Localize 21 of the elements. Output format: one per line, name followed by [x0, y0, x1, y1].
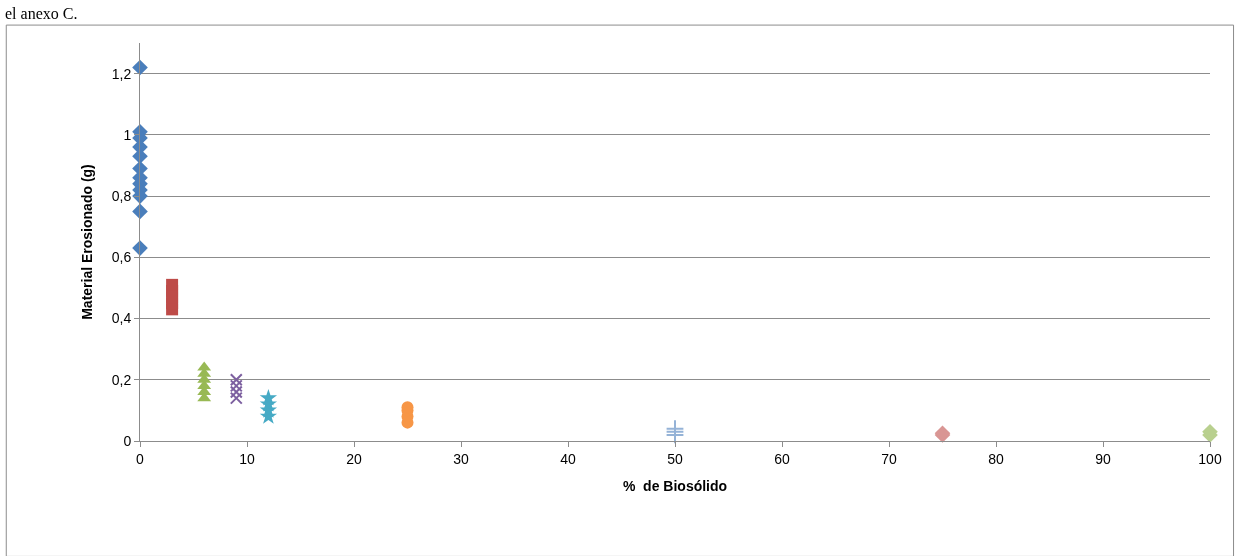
x-tick-label: 30	[453, 450, 469, 467]
x-tick-label: 90	[1095, 450, 1111, 467]
x-axis-title: % de Biosólido	[622, 478, 728, 495]
x-tick-label: 60	[774, 450, 790, 467]
y-tick-label: 0,2	[111, 371, 132, 388]
y-tick-label: 1,2	[111, 65, 132, 82]
text: el anexo C.	[5, 5, 78, 22]
y-tick-label: 1	[123, 126, 132, 143]
x-tick-label: 50	[667, 450, 683, 467]
x-tick-label: 100	[1198, 450, 1222, 467]
y-axis-title: Material Erosionado (g)	[79, 164, 96, 320]
x-tick-label: 40	[560, 450, 576, 467]
y-tick-label: 0,6	[111, 249, 132, 266]
x-tick-label: 0	[136, 450, 145, 467]
x-tick-label: 70	[881, 450, 897, 467]
y-tick-label: 0,8	[111, 187, 132, 204]
x-tick-label: 20	[346, 450, 362, 467]
y-tick-label: 0,4	[111, 310, 132, 327]
x-tick-label: 80	[988, 450, 1004, 467]
x-tick-label: 10	[239, 450, 255, 467]
y-tick-label: 0	[123, 432, 132, 449]
